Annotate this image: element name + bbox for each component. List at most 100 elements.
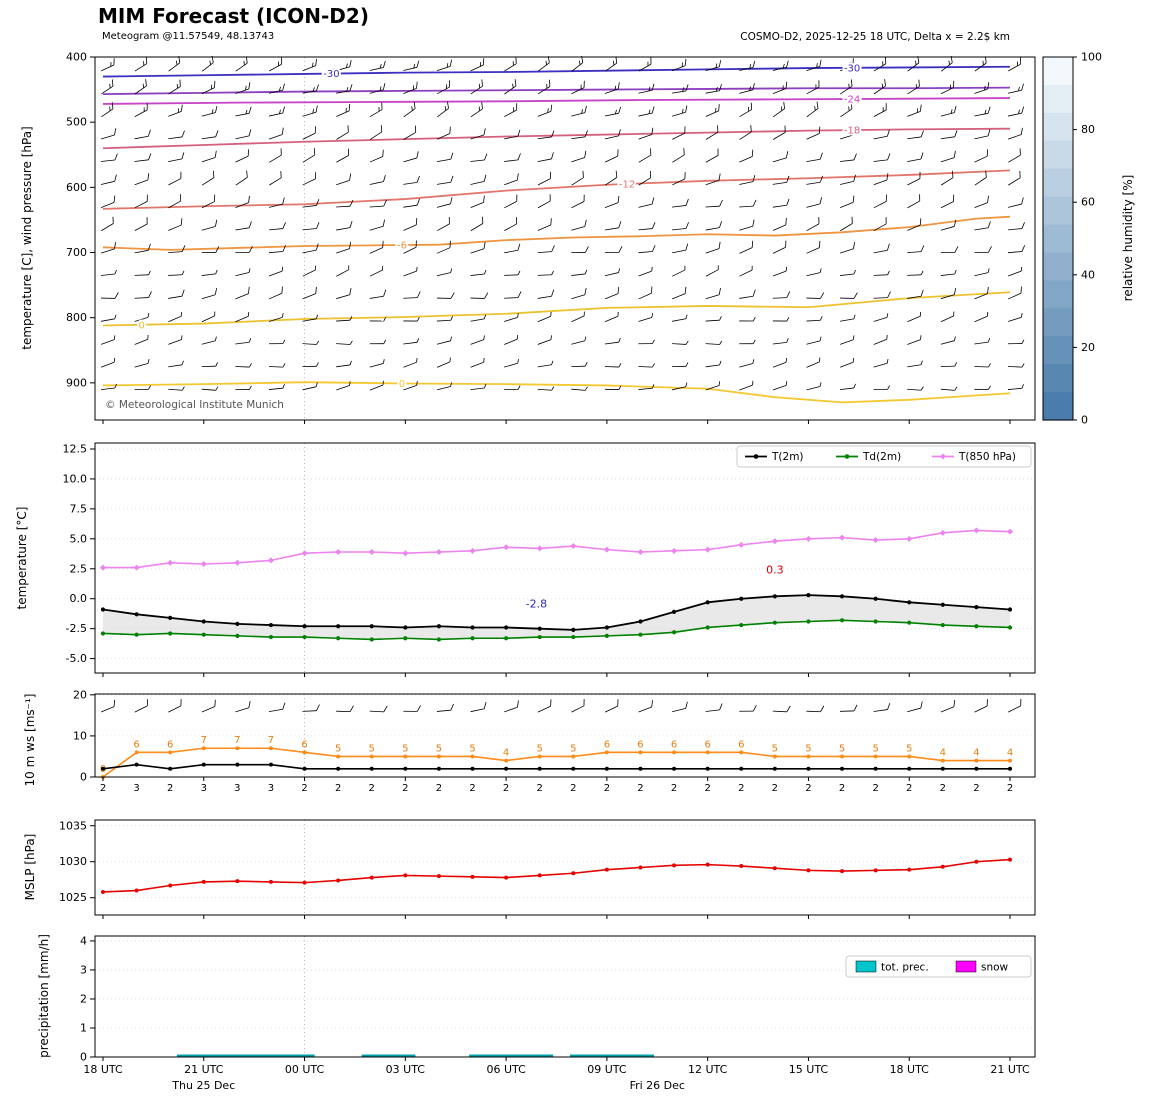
svg-text:5: 5	[436, 743, 442, 754]
svg-text:6: 6	[671, 739, 677, 750]
svg-text:Td(2m): Td(2m)	[862, 451, 901, 463]
svg-text:7: 7	[201, 735, 207, 746]
svg-text:2: 2	[469, 783, 475, 794]
svg-text:2: 2	[805, 783, 811, 794]
svg-text:400: 400	[66, 51, 87, 64]
svg-text:6: 6	[133, 739, 139, 750]
svg-text:5: 5	[570, 743, 576, 754]
svg-text:0: 0	[80, 1051, 87, 1064]
contour--6	[102, 215, 1011, 251]
svg-text:2: 2	[704, 783, 710, 794]
svg-text:2: 2	[503, 783, 509, 794]
svg-text:2: 2	[167, 783, 173, 794]
svg-text:900: 900	[66, 376, 87, 389]
svg-text:4: 4	[940, 748, 946, 759]
svg-text:5: 5	[772, 743, 778, 754]
svg-text:15 UTC: 15 UTC	[789, 1063, 829, 1076]
temperature-panel: 0.3 -2.8 -5.0 -2.5 0.0 2.5 5.0 7.5 10.0 12.5	[63, 442, 1036, 677]
svg-text:1030: 1030	[59, 855, 87, 868]
svg-text:Thu 25 Dec: Thu 25 Dec	[171, 1079, 235, 1092]
svg-text:2: 2	[671, 783, 677, 794]
colorbar: 0 20 40 60 80 100	[1042, 51, 1102, 427]
svg-text:6: 6	[637, 739, 643, 750]
svg-text:6: 6	[738, 739, 744, 750]
contour--24	[102, 97, 1011, 105]
contour-0	[102, 291, 1011, 327]
svg-text:3: 3	[268, 783, 274, 794]
svg-text:0.3: 0.3	[766, 564, 784, 577]
temperature-legend: T(2m) Td(2m) T(850 hPa)	[736, 445, 1032, 468]
svg-text:00 UTC: 00 UTC	[285, 1063, 325, 1076]
svg-text:2: 2	[637, 783, 643, 794]
x-axis: 18 UTC 21 UTC 00 UTC 03 UTC 06 UTC 09 UTC 12 U…	[83, 1063, 1030, 1092]
svg-text:2: 2	[570, 783, 576, 794]
svg-text:5: 5	[335, 743, 341, 754]
svg-text:2: 2	[335, 783, 341, 794]
svg-text:600: 600	[66, 181, 87, 194]
model-run-info: COSMO-D2, 2025-12-25 18 UTC, Delta x = 2…	[740, 31, 1010, 43]
upper-air-panel: -30 -30 -24 -18 -12 -6 0 0 © Meteorological Inst…	[66, 51, 1036, 424]
svg-text:6: 6	[704, 739, 710, 750]
svg-text:2: 2	[872, 783, 878, 794]
svg-text:3: 3	[133, 783, 139, 794]
svg-text:5: 5	[369, 743, 375, 754]
svg-text:3: 3	[234, 783, 240, 794]
svg-text:1035: 1035	[59, 819, 87, 832]
svg-text:0: 0	[399, 379, 405, 390]
contour--12	[102, 169, 1011, 210]
wind-panel: 0 6 6 7 7 7 6 5 5 5 5 5 4 5 5 6 6 6 6 6 5 5 5 5 5 4 4 4 2 3 2 3 3 3 2 2 2 2 2 2…	[73, 688, 1036, 794]
meteogram-coordinates: Meteogram @11.57549, 48.13743	[102, 31, 275, 42]
svg-text:2: 2	[369, 783, 375, 794]
svg-text:06 UTC: 06 UTC	[486, 1063, 526, 1076]
mslp-panel: 1025 1030 1035	[59, 819, 1036, 919]
svg-text:7: 7	[268, 735, 274, 746]
svg-text:0.0: 0.0	[70, 592, 88, 605]
svg-text:5: 5	[805, 743, 811, 754]
contour--18	[102, 127, 1011, 150]
svg-text:0: 0	[138, 320, 144, 331]
svg-text:4: 4	[1007, 748, 1013, 759]
svg-text:5: 5	[839, 743, 845, 754]
contour--30	[102, 65, 1011, 78]
svg-text:20: 20	[1081, 341, 1095, 354]
svg-text:2: 2	[100, 783, 106, 794]
svg-text:18 UTC: 18 UTC	[83, 1063, 123, 1076]
svg-text:4: 4	[503, 748, 509, 759]
svg-text:2: 2	[604, 783, 610, 794]
svg-text:40: 40	[1081, 268, 1095, 281]
svg-text:2: 2	[973, 783, 979, 794]
svg-text:2: 2	[80, 992, 87, 1005]
svg-text:2.5: 2.5	[70, 562, 88, 575]
svg-text:10.0: 10.0	[63, 472, 88, 485]
t2m-td2m-fill	[103, 595, 1010, 640]
svg-text:2: 2	[436, 783, 442, 794]
svg-text:6: 6	[604, 739, 610, 750]
svg-text:2: 2	[402, 783, 408, 794]
contour-unlabeled	[102, 86, 1011, 96]
svg-text:6: 6	[301, 739, 307, 750]
svg-text:-24: -24	[844, 94, 860, 105]
svg-text:4: 4	[80, 934, 87, 947]
svg-text:1025: 1025	[59, 891, 87, 904]
svg-text:21 UTC: 21 UTC	[184, 1063, 224, 1076]
svg-text:60: 60	[1081, 196, 1095, 209]
svg-text:7.5: 7.5	[70, 502, 88, 515]
svg-text:20: 20	[73, 688, 87, 701]
svg-text:1: 1	[80, 1021, 87, 1034]
svg-text:5: 5	[906, 743, 912, 754]
svg-text:Fri 26 Dec: Fri 26 Dec	[630, 1079, 685, 1092]
svg-text:7: 7	[234, 735, 240, 746]
svg-text:5: 5	[537, 743, 543, 754]
svg-text:-12: -12	[619, 179, 635, 190]
svg-text:100: 100	[1081, 51, 1102, 64]
svg-text:2: 2	[839, 783, 845, 794]
svg-text:3: 3	[80, 963, 87, 976]
svg-text:-2.5: -2.5	[66, 622, 87, 635]
svg-text:3: 3	[201, 783, 207, 794]
svg-text:500: 500	[66, 116, 87, 129]
svg-text:-18: -18	[844, 126, 860, 137]
svg-text:5: 5	[469, 743, 475, 754]
svg-text:12 UTC: 12 UTC	[688, 1063, 728, 1076]
